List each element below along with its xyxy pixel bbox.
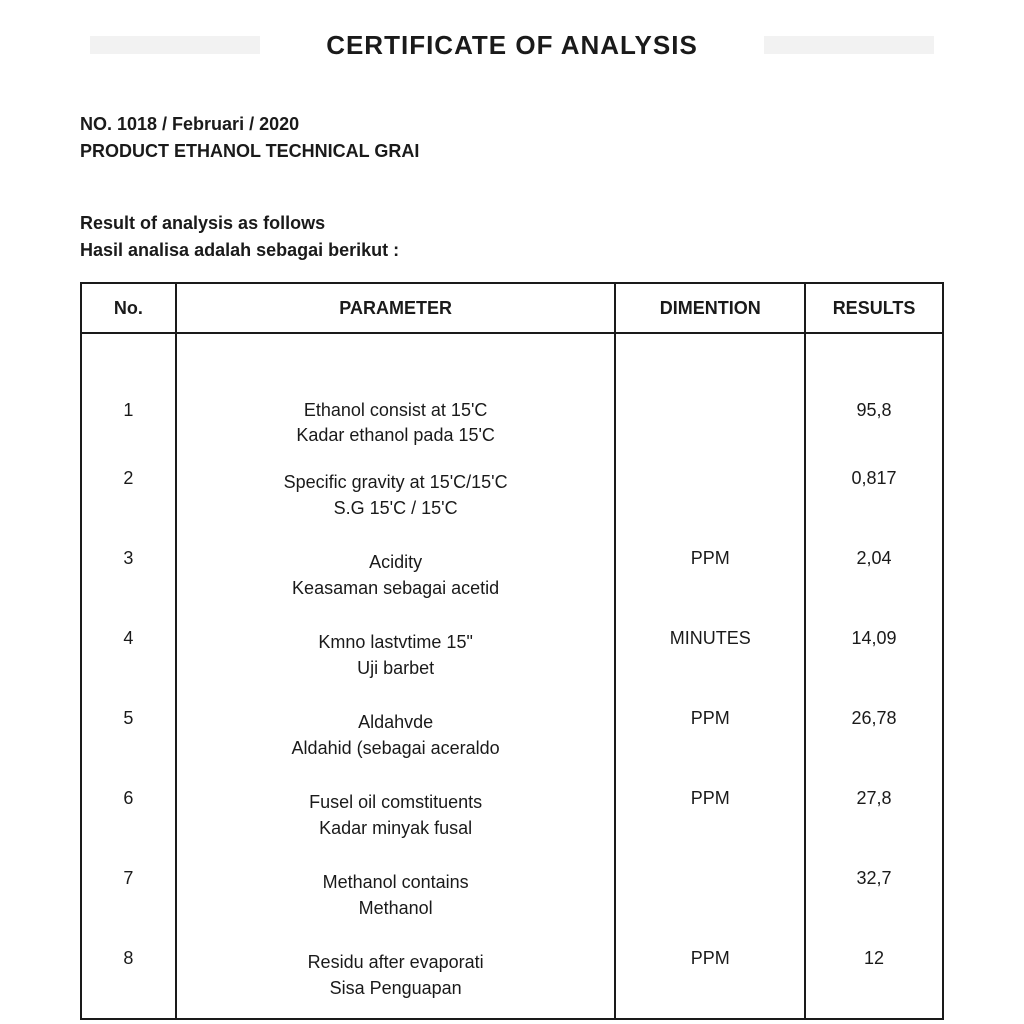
col-header-parameter: PARAMETER — [176, 283, 616, 333]
meta-block: NO. 1018 / Februari / 2020 PRODUCT ETHAN… — [80, 111, 944, 165]
col-header-results: RESULTS — [805, 283, 943, 333]
title-highlight-right — [764, 36, 934, 54]
cell-result: 95,8 — [814, 364, 934, 444]
document-title: CERTIFICATE OF ANALYSIS — [80, 30, 944, 61]
col-header-dimension: DIMENTION — [615, 283, 805, 333]
product-name: PRODUCT ETHANOL TECHNICAL GRAI — [80, 138, 944, 165]
cell-result: 2,04 — [814, 524, 934, 604]
param-en: Acidity — [185, 550, 607, 575]
cell-no: 2 — [90, 444, 167, 524]
cell-result: 32,7 — [814, 844, 934, 924]
cell-dimension: MINUTES — [624, 604, 796, 684]
cell-parameter: Specific gravity at 15'C/15'CS.G 15'C / … — [185, 448, 607, 528]
title-text: CERTIFICATE OF ANALYSIS — [326, 30, 698, 60]
param-en: Residu after evaporati — [185, 950, 607, 975]
cell-result: 12 — [814, 924, 934, 1004]
cell-parameter: Kmno lastvtime 15"Uji barbet — [185, 608, 607, 688]
param-en: Specific gravity at 15'C/15'C — [185, 470, 607, 495]
cell-no: 6 — [90, 764, 167, 844]
cell-no: 7 — [90, 844, 167, 924]
cell-result: 26,78 — [814, 684, 934, 764]
cell-result: 0,817 — [814, 444, 934, 524]
param-en: Ethanol consist at 15'C — [185, 398, 607, 423]
intro-line-en: Result of analysis as follows — [80, 210, 944, 237]
param-id: Methanol — [185, 896, 607, 921]
cell-parameter: Fusel oil comstituentsKadar minyak fusal — [185, 768, 607, 848]
intro-block: Result of analysis as follows Hasil anal… — [80, 210, 944, 264]
intro-line-id: Hasil analisa adalah sebagai berikut : — [80, 237, 944, 264]
cell-dimension — [624, 844, 796, 924]
cell-no: 1 — [90, 364, 167, 444]
param-en: Fusel oil comstituents — [185, 790, 607, 815]
document-page: CERTIFICATE OF ANALYSIS NO. 1018 / Febru… — [0, 0, 1024, 1020]
cell-dimension — [624, 364, 796, 444]
cell-parameter: AcidityKeasaman sebagai acetid — [185, 528, 607, 608]
cell-no: 3 — [90, 524, 167, 604]
param-id: Sisa Penguapan — [185, 976, 607, 1001]
cert-number: NO. 1018 / Februari / 2020 — [80, 111, 944, 138]
title-highlight-left — [90, 36, 260, 54]
analysis-table: No. PARAMETER DIMENTION RESULTS 12345678… — [80, 282, 944, 1020]
param-id: Keasaman sebagai acetid — [185, 576, 607, 601]
param-id: Kadar ethanol pada 15'C — [185, 423, 607, 448]
param-en: Methanol contains — [185, 870, 607, 895]
param-id: S.G 15'C / 15'C — [185, 496, 607, 521]
cell-parameter: AldahvdeAldahid (sebagai aceraldo — [185, 688, 607, 768]
cell-dimension: PPM — [624, 764, 796, 844]
cell-result: 27,8 — [814, 764, 934, 844]
cell-dimension: PPM — [624, 684, 796, 764]
param-id: Uji barbet — [185, 656, 607, 681]
table-header-row: No. PARAMETER DIMENTION RESULTS — [81, 283, 943, 333]
cell-no: 8 — [90, 924, 167, 1004]
cell-parameter: Residu after evaporatiSisa Penguapan — [185, 928, 607, 1008]
param-id: Kadar minyak fusal — [185, 816, 607, 841]
cell-result: 14,09 — [814, 604, 934, 684]
table-body-row: 12345678 Ethanol consist at 15'CKadar et… — [81, 333, 943, 1019]
cell-dimension: PPM — [624, 924, 796, 1004]
cell-parameter: Ethanol consist at 15'CKadar ethanol pad… — [185, 364, 607, 448]
cell-dimension: PPM — [624, 524, 796, 604]
cell-no: 5 — [90, 684, 167, 764]
param-en: Kmno lastvtime 15" — [185, 630, 607, 655]
cell-dimension — [624, 444, 796, 524]
param-id: Aldahid (sebagai aceraldo — [185, 736, 607, 761]
cell-no: 4 — [90, 604, 167, 684]
cell-parameter: Methanol containsMethanol — [185, 848, 607, 928]
col-header-no: No. — [81, 283, 176, 333]
param-en: Aldahvde — [185, 710, 607, 735]
